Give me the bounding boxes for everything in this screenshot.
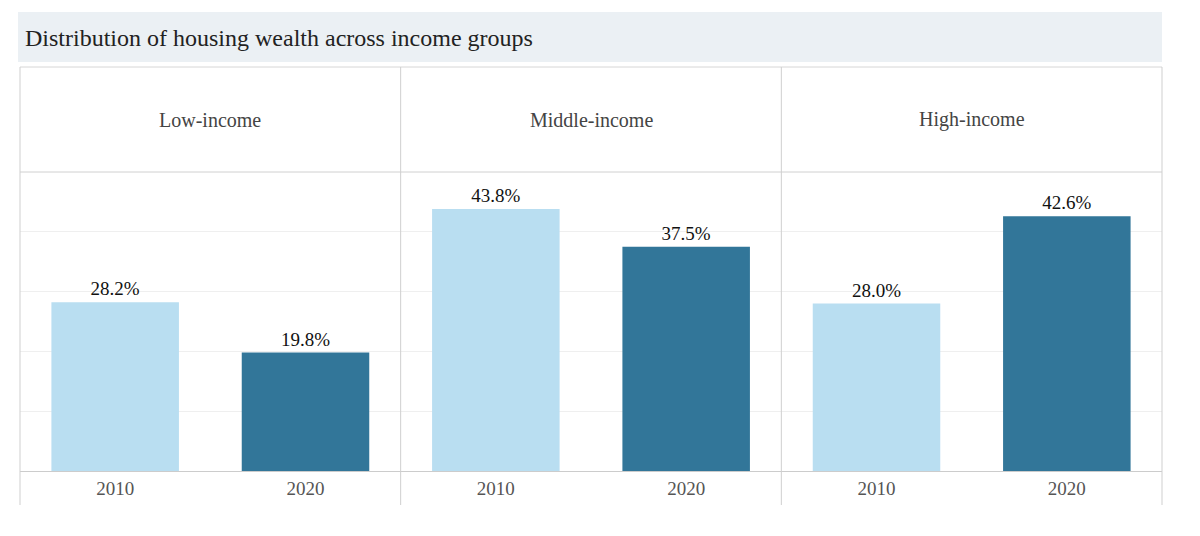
svg-text:Low-income: Low-income [159, 109, 261, 131]
svg-text:High-income: High-income [919, 108, 1025, 131]
svg-text:2010: 2010 [858, 478, 896, 499]
svg-text:Distribution of housing wealth: Distribution of housing wealth across in… [25, 25, 533, 51]
svg-text:28.2%: 28.2% [91, 278, 140, 299]
svg-text:2020: 2020 [667, 478, 705, 499]
svg-text:2020: 2020 [287, 478, 325, 499]
svg-text:2010: 2010 [96, 478, 134, 499]
svg-text:37.5%: 37.5% [662, 223, 711, 244]
svg-text:42.6%: 42.6% [1042, 192, 1091, 213]
svg-text:2010: 2010 [477, 478, 515, 499]
svg-text:43.8%: 43.8% [471, 185, 520, 206]
svg-text:28.0%: 28.0% [852, 280, 901, 301]
svg-text:Middle-income: Middle-income [530, 109, 653, 131]
svg-text:2020: 2020 [1048, 478, 1086, 499]
svg-text:19.8%: 19.8% [281, 329, 330, 350]
